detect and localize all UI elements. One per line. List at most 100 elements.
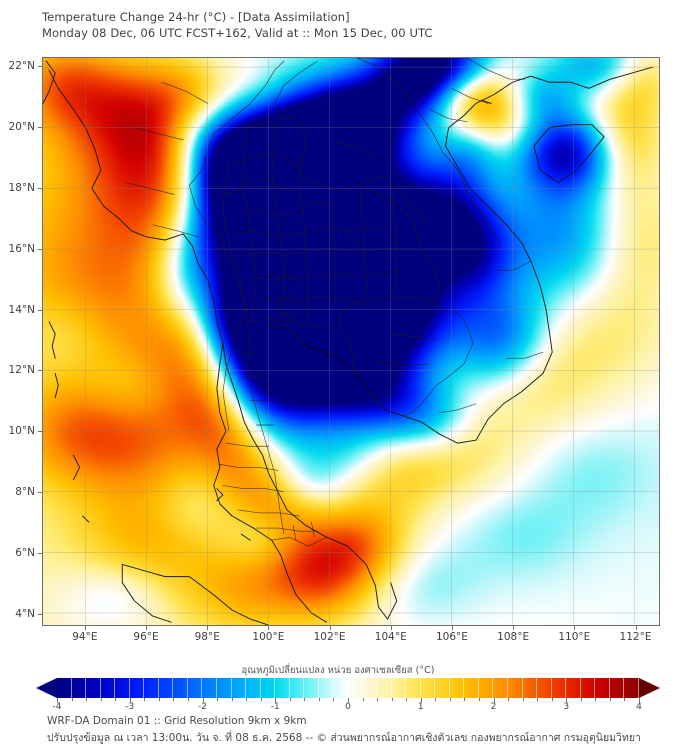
y-axis-label: 20°N (8, 120, 35, 133)
colorbar-minor-tick (362, 698, 364, 701)
colorbar-segment (523, 678, 538, 698)
colorbar-tick-label: -4 (52, 702, 62, 712)
colorbar-minor-tick (624, 698, 626, 701)
temperature-anomaly-canvas (43, 58, 659, 625)
x-axis-label: 102°E (313, 631, 346, 643)
colorbar-high-arrow (639, 678, 660, 698)
colorbar-segment (348, 678, 363, 698)
x-axis-label: 100°E (252, 631, 285, 643)
colorbar-minor-tick (289, 698, 291, 701)
y-axis-tick (38, 309, 42, 311)
y-axis-label: 10°N (8, 425, 35, 438)
colorbar-segment (581, 678, 596, 698)
colorbar-tick-label: 1 (417, 702, 424, 712)
x-axis-tick (451, 626, 453, 630)
x-axis-label: 98°E (194, 631, 220, 643)
colorbar-segment (377, 678, 392, 698)
colorbar-minor-tick (449, 698, 451, 701)
colorbar-segment (566, 678, 581, 698)
page-subtitle: Monday 08 Dec, 06 UTC FCST+162, Valid at… (42, 26, 433, 40)
colorbar-minor-tick (260, 698, 262, 701)
colorbar-segment (392, 678, 407, 698)
colorbar-minor-tick (173, 698, 175, 701)
colorbar-minor-tick (478, 698, 480, 701)
y-axis-label: 14°N (8, 303, 35, 316)
x-axis-label: 94°E (72, 631, 98, 643)
title-block: Temperature Change 24-hr (°C) - [Data As… (42, 9, 433, 41)
colorbar-minor-tick (537, 698, 539, 701)
colorbar-segment (624, 678, 639, 698)
y-axis-tick (38, 552, 42, 554)
colorbar-segment (130, 678, 145, 698)
colorbar-tick-label: 4 (636, 702, 642, 712)
colorbar-segment (232, 678, 247, 698)
x-axis-label: 104°E (374, 631, 407, 643)
colorbar-minor-tick (377, 698, 379, 701)
footer-credit: ปรับปรุงข้อมูล ณ เวลา 13:00น. วัน จ. ที่… (47, 732, 641, 744)
colorbar-tick-label: -3 (125, 702, 135, 712)
x-axis-tick (574, 626, 576, 630)
colorbar-body[interactable] (57, 678, 639, 698)
colorbar-segment (173, 678, 188, 698)
colorbar-major-tick (348, 698, 349, 703)
colorbar-segment (333, 678, 348, 698)
y-axis-tick (38, 248, 42, 250)
x-axis-tick (207, 626, 209, 630)
colorbar-segment (406, 678, 421, 698)
colorbar-segment (537, 678, 552, 698)
y-axis-label: 4°N (15, 607, 35, 620)
colorbar-minor-tick (304, 698, 306, 701)
colorbar-minor-tick (464, 698, 466, 701)
colorbar-minor-tick (100, 698, 102, 701)
x-axis-label: 106°E (435, 631, 468, 643)
y-axis-label: 6°N (15, 546, 35, 559)
colorbar-segment (304, 678, 319, 698)
colorbar-major-tick (275, 698, 277, 703)
colorbar-minor-tick (144, 698, 146, 701)
colorbar-major-tick (639, 698, 640, 703)
colorbar-minor-tick (231, 698, 233, 701)
coastline-and-border-layer (43, 58, 659, 625)
y-axis-label: 16°N (8, 242, 35, 255)
y-axis-label: 18°N (8, 181, 35, 194)
colorbar-title: อุณหภูมิเปลี่ยนแปลง หน่วย องศาเซลเซียส (… (241, 665, 435, 676)
colorbar-minor-tick (246, 698, 248, 701)
colorbar-segment (115, 678, 130, 698)
x-axis-tick (268, 626, 270, 630)
colorbar-minor-tick (187, 698, 189, 701)
y-axis-label: 22°N (8, 60, 35, 73)
x-axis-tick (513, 626, 515, 630)
colorbar-segment (261, 678, 276, 698)
colorbar-minor-tick (318, 698, 320, 701)
colorbar-segment-overlay (57, 678, 639, 698)
x-axis-tick (84, 626, 86, 630)
map-plot-area[interactable] (42, 57, 660, 626)
colorbar-minor-tick (115, 698, 117, 701)
x-axis-tick (390, 626, 392, 630)
x-axis-tick (329, 626, 331, 630)
colorbar-minor-tick (435, 698, 437, 701)
colorbar-major-tick (420, 698, 422, 703)
y-axis-label: 8°N (15, 486, 35, 499)
colorbar-minor-tick (508, 698, 510, 701)
colorbar-segment (552, 678, 567, 698)
colorbar-segment (72, 678, 87, 698)
colorbar-segment (319, 678, 334, 698)
colorbar-major-tick (129, 698, 131, 703)
colorbar-minor-tick (71, 698, 73, 701)
y-axis-label: 12°N (8, 364, 35, 377)
colorbar-minor-tick (391, 698, 393, 701)
colorbar-segment (610, 678, 625, 698)
x-axis-label: 96°E (133, 631, 159, 643)
colorbar-major-tick (566, 698, 568, 703)
y-axis-tick (38, 431, 42, 433)
colorbar-tick-label: 0 (345, 702, 351, 712)
colorbar-minor-tick (406, 698, 408, 701)
colorbar-minor-tick (522, 698, 524, 701)
y-axis-tick (38, 126, 42, 128)
colorbar-tick-label: -2 (198, 702, 207, 712)
colorbar-major-tick (493, 698, 495, 703)
colorbar-segment (435, 678, 450, 698)
colorbar[interactable]: -4 -3 -2 -1 0 1 2 3 4 (36, 678, 660, 712)
x-axis-label: 112°E (619, 631, 652, 643)
